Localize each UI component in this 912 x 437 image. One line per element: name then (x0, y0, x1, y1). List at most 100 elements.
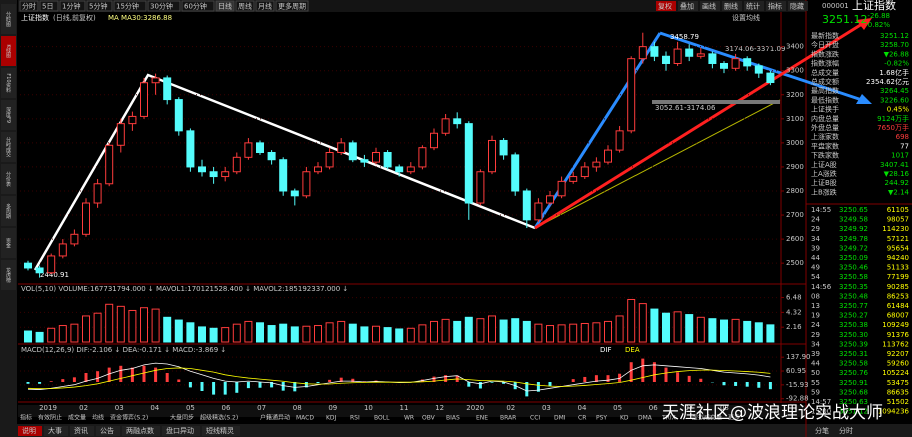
indicator-tab[interactable]: 成交量 (68, 414, 86, 422)
bottom-tab-label[interactable]: 资讯 (74, 426, 88, 435)
sidebar-label[interactable]: 龙虎榜 (5, 267, 11, 284)
sidebar-label[interactable]: 多周期 (5, 203, 11, 220)
period-label[interactable]: 月线 (258, 2, 272, 11)
indicator-tab[interactable]: BRAR (500, 415, 516, 422)
sidebar-tab[interactable] (1, 132, 16, 162)
period-button[interactable] (181, 0, 215, 12)
period-label[interactable]: 5日 (42, 3, 53, 11)
indicator-tab[interactable]: PSY (596, 415, 607, 422)
sidebar-tab[interactable] (1, 100, 16, 130)
bottom-tab[interactable] (162, 426, 200, 436)
sidebar-label[interactable]: 深度F9 (5, 106, 11, 123)
tool-label[interactable]: 统计 (746, 2, 760, 11)
indicator-tab[interactable]: WR (404, 415, 414, 422)
bottom-tab-label[interactable]: 大事 (48, 426, 62, 435)
tool-button[interactable] (656, 1, 676, 11)
period-label[interactable]: 日线 (218, 2, 232, 11)
bottom-tab[interactable] (202, 426, 240, 436)
indicator-tab[interactable]: 均线 (92, 414, 104, 422)
bottom-tab-label[interactable]: 说明 (22, 426, 36, 435)
period-button[interactable] (255, 0, 275, 12)
indicator-tab[interactable]: TRIX (661, 415, 676, 422)
tool-label[interactable]: 叠加 (680, 2, 694, 11)
indicator-tab[interactable]: 超级精选(S.2) (200, 414, 238, 422)
bottom-tab-label[interactable]: 短线精灵 (206, 426, 234, 435)
sidebar-label[interactable]: F10资料 (5, 73, 11, 94)
tool-button[interactable] (700, 1, 720, 11)
sidebar-label[interactable]: 资金 (5, 237, 11, 248)
indicator-tab[interactable]: 资金博弈(S.2) (110, 414, 148, 422)
period-button[interactable] (19, 0, 39, 12)
indicator-tab[interactable]: 虚拟成交量 (692, 414, 722, 422)
indicator-tab[interactable]: BIAS (446, 415, 460, 422)
period-label[interactable]: 15分钟 (116, 2, 139, 11)
tool-button[interactable] (766, 1, 786, 11)
tool-label[interactable]: 指标 (768, 2, 782, 11)
indicator-tab[interactable]: OBV (422, 415, 436, 422)
indicator-tab[interactable]: 指标 (20, 414, 32, 422)
bottom-tab-label[interactable]: 两融点数 (126, 426, 154, 435)
sidebar-tab[interactable] (1, 68, 16, 98)
period-button[interactable] (235, 0, 255, 12)
tool-label[interactable]: 删线 (724, 2, 738, 11)
tool-label[interactable]: 隐藏 (790, 2, 804, 11)
bottom-right-tab[interactable]: 分时 (839, 426, 853, 435)
tool-button[interactable] (744, 1, 764, 11)
sidebar-tab[interactable] (1, 228, 16, 258)
period-label[interactable]: 分时 (22, 2, 36, 11)
period-label[interactable]: 1分钟 (62, 2, 80, 11)
tool-label[interactable]: 画线 (702, 2, 716, 11)
indicator-tab[interactable]: KDJ (326, 415, 337, 422)
period-button[interactable] (39, 0, 59, 12)
indicator-tab[interactable]: KD (620, 415, 629, 422)
sidebar-tab[interactable] (1, 196, 16, 226)
indicator-tab[interactable]: CCI (530, 415, 540, 422)
indicator-tab[interactable]: RSI (350, 415, 360, 422)
period-button[interactable] (147, 0, 181, 12)
sidebar-label[interactable]: 分时成交 (5, 136, 11, 158)
sidebar-tab[interactable] (1, 4, 16, 34)
indicator-tab[interactable]: DMA (638, 415, 653, 422)
bottom-tab[interactable] (96, 426, 120, 436)
sidebar-label[interactable]: 分时图 (5, 11, 11, 28)
sidebar-tab[interactable] (1, 164, 16, 194)
period-button[interactable] (86, 0, 113, 12)
indicator-tab[interactable]: CR (578, 415, 586, 422)
bottom-tab-label[interactable]: 盘口异动 (166, 426, 194, 435)
indicator-tab[interactable]: 有效阴止 (38, 414, 62, 422)
candle-body (766, 72, 775, 83)
bottom-tab[interactable] (70, 426, 94, 436)
indicator-tab[interactable]: BOLL (374, 415, 390, 422)
tool-button[interactable] (788, 1, 808, 11)
period-button[interactable] (113, 0, 147, 12)
bottom-tab-label[interactable]: 公告 (100, 426, 114, 435)
bottom-tab[interactable] (18, 426, 42, 436)
period-label[interactable]: 60分钟 (184, 2, 207, 11)
tool-button[interactable] (722, 1, 742, 11)
bottom-right-tab[interactable]: 分笔 (815, 426, 829, 435)
indicator-tab[interactable]: 户籍通异动 (260, 414, 290, 422)
sidebar-tab[interactable] (1, 36, 16, 66)
setting[interactable]: 设置均线 (732, 13, 760, 22)
period-button[interactable] (275, 0, 309, 12)
indicator-tab[interactable]: DMI (554, 415, 566, 422)
period-label[interactable]: 周线 (238, 2, 252, 11)
volume-bar (232, 323, 241, 343)
indicator-tab[interactable]: 更多 (728, 414, 740, 422)
period-label[interactable]: 5分钟 (89, 2, 107, 11)
tool-label[interactable]: 复权 (658, 2, 672, 11)
tool-button[interactable] (678, 1, 698, 11)
sidebar-label[interactable]: K线图 (5, 44, 11, 59)
bottom-tab[interactable] (44, 426, 68, 436)
period-button[interactable] (215, 0, 235, 12)
indicator-tab[interactable]: MACD (296, 415, 314, 422)
period-label[interactable]: 更多周期 (278, 2, 306, 11)
tabs-bg (18, 405, 808, 417)
sidebar-tab[interactable] (1, 260, 16, 290)
indicator-tab[interactable]: ENE (476, 415, 488, 422)
bottom-tab[interactable] (122, 426, 160, 436)
indicator-tab[interactable]: 大盘同步 (170, 414, 194, 422)
sidebar-label[interactable]: 分价表 (5, 171, 11, 188)
period-label[interactable]: 30分钟 (150, 2, 173, 11)
period-button[interactable] (59, 0, 86, 12)
